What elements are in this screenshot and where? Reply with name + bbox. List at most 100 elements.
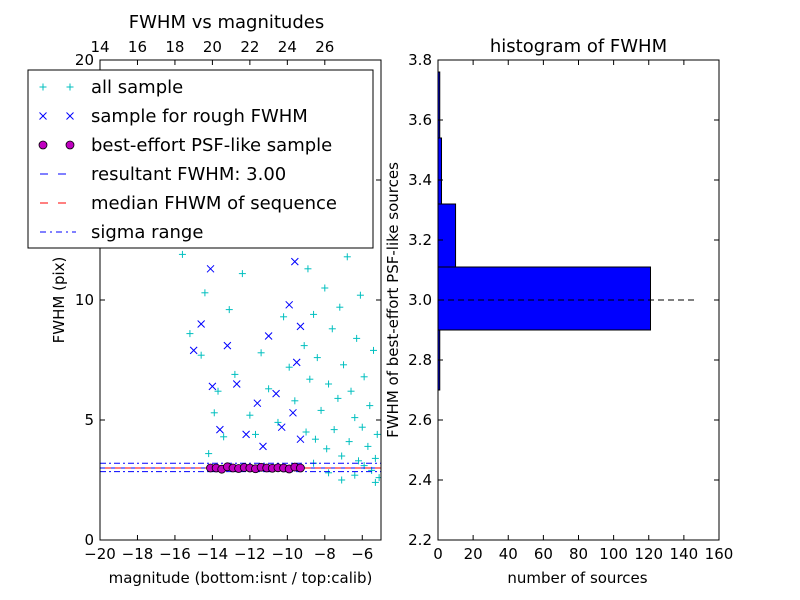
histogram-bar [437, 203, 457, 268]
all-sample-point [321, 284, 329, 292]
all-sample-point [186, 330, 194, 338]
legend: all sample sample for rough FWHM best-effo… [27, 69, 374, 249]
all-sample-point [300, 342, 308, 350]
rough-sample-point [206, 264, 215, 273]
top-tick-label: 16 [128, 38, 147, 56]
histogram-bar [437, 137, 443, 205]
all-sample-point [338, 476, 346, 484]
top-tick-label: 24 [278, 38, 297, 56]
y-tick-label: 2.2 [408, 531, 432, 549]
all-sample-point [325, 380, 333, 388]
all-sample-point [201, 289, 209, 297]
histogram-bar [437, 266, 652, 331]
top-tick-label: 22 [240, 38, 259, 56]
rough-sample-point [216, 425, 224, 434]
rough-sample-point [189, 346, 198, 355]
all-sample-point [375, 474, 381, 482]
all-sample-point [351, 471, 359, 479]
rough-sample-point [232, 380, 241, 388]
all-sample-point [285, 363, 293, 371]
all-sample-point [340, 361, 348, 369]
all-sample-point [347, 387, 355, 395]
all-sample-point [291, 397, 299, 405]
fwhm-histogram-chart: 0 20 40 60 80 100 120 140 160 2.2 2.4 2.6 2.8 3.0 3.2 3… [384, 36, 733, 587]
x-tick-label: 100 [599, 545, 628, 563]
all-sample-point [246, 411, 254, 419]
rough-sample-point [290, 257, 299, 266]
x-tick-label: 160 [705, 545, 734, 563]
legend-label: sample for rough FWHM [91, 106, 308, 127]
all-sample-point [338, 452, 346, 460]
y-tick-label: 5 [84, 411, 94, 429]
all-sample-point [214, 387, 222, 395]
axis-ticks: −20−18−16−14−12−10−8−6051015201416182022… [75, 38, 381, 563]
legend-label: resultant FWHM: 3.00 [91, 164, 286, 185]
x-tick-label: 60 [534, 545, 553, 563]
all-sample-point [351, 414, 359, 422]
y-tick-label: 20 [75, 51, 94, 69]
chart-title: histogram of FWHM [490, 36, 667, 57]
fwhm-vs-magnitude-chart: −20−18−16−14−12−10−8−6051015201416182022… [27, 12, 382, 587]
x-tick-label: 80 [569, 545, 588, 563]
x-tick-label: −16 [159, 545, 191, 563]
y-axis-label: FWHM of best-effort PSF-like sources [384, 162, 402, 438]
rough-sample-point [264, 332, 273, 340]
y-tick-label: 3.8 [408, 51, 432, 69]
x-tick-label: −6 [351, 545, 373, 563]
all-sample-point [225, 306, 233, 314]
all-sample-point [330, 426, 338, 434]
x-tick-label: 40 [499, 545, 518, 563]
top-tick-label: 18 [165, 38, 184, 56]
all-sample-point [317, 406, 325, 414]
legend-item: all sample [39, 77, 183, 98]
rough-sample-point [208, 382, 217, 391]
legend-label: sigma range [91, 222, 203, 243]
histogram-area [437, 71, 697, 391]
all-sample-point [364, 442, 372, 450]
all-sample-point [373, 430, 381, 438]
x-axis-label: number of sources [507, 569, 647, 587]
all-sample-point [257, 349, 265, 357]
x-tick-label: −10 [272, 545, 304, 563]
top-tick-label: 20 [203, 38, 222, 56]
x-tick-label: −14 [197, 545, 229, 563]
all-sample-point [345, 438, 353, 446]
all-sample-point [205, 450, 213, 458]
x-tick-label: 20 [464, 545, 483, 563]
all-sample-point [231, 370, 239, 378]
rough-sample-point [223, 341, 232, 350]
legend-label: best-effort PSF-like sample [91, 135, 332, 156]
legend-item: sigma range [40, 222, 203, 243]
all-sample-point [336, 303, 344, 311]
all-sample-point [311, 435, 319, 443]
all-sample-point [304, 265, 312, 273]
all-sample-point [210, 409, 218, 417]
legend-item: sample for rough FWHM [39, 106, 308, 127]
y-tick-label: 3.6 [408, 111, 432, 129]
legend-label: median FHWM of sequence [91, 193, 337, 214]
y-tick-label: 2.8 [408, 351, 432, 369]
all-sample-point [280, 313, 288, 321]
all-sample-point [353, 334, 361, 342]
y-tick-label: 3.0 [408, 291, 432, 309]
x-tick-label: 140 [670, 545, 699, 563]
y-tick-label: 3.2 [408, 231, 432, 249]
all-sample-point [356, 291, 364, 299]
all-sample-point [238, 270, 246, 278]
all-sample-point [302, 428, 310, 436]
all-sample-point [251, 430, 259, 438]
all-sample-point [355, 457, 363, 465]
x-tick-label: −12 [234, 545, 266, 563]
all-sample-point [328, 325, 336, 333]
all-sample-point [334, 394, 342, 402]
rough-sample-point [259, 442, 267, 451]
x-tick-label: −20 [84, 545, 116, 563]
all-sample-point [313, 354, 321, 362]
all-sample-point [370, 346, 378, 354]
all-sample-point [274, 418, 282, 426]
x-tick-label: −8 [314, 545, 336, 563]
rough-sample-point [242, 430, 250, 439]
legend-item: resultant FWHM: 3.00 [40, 164, 286, 185]
all-sample-point [323, 445, 331, 453]
